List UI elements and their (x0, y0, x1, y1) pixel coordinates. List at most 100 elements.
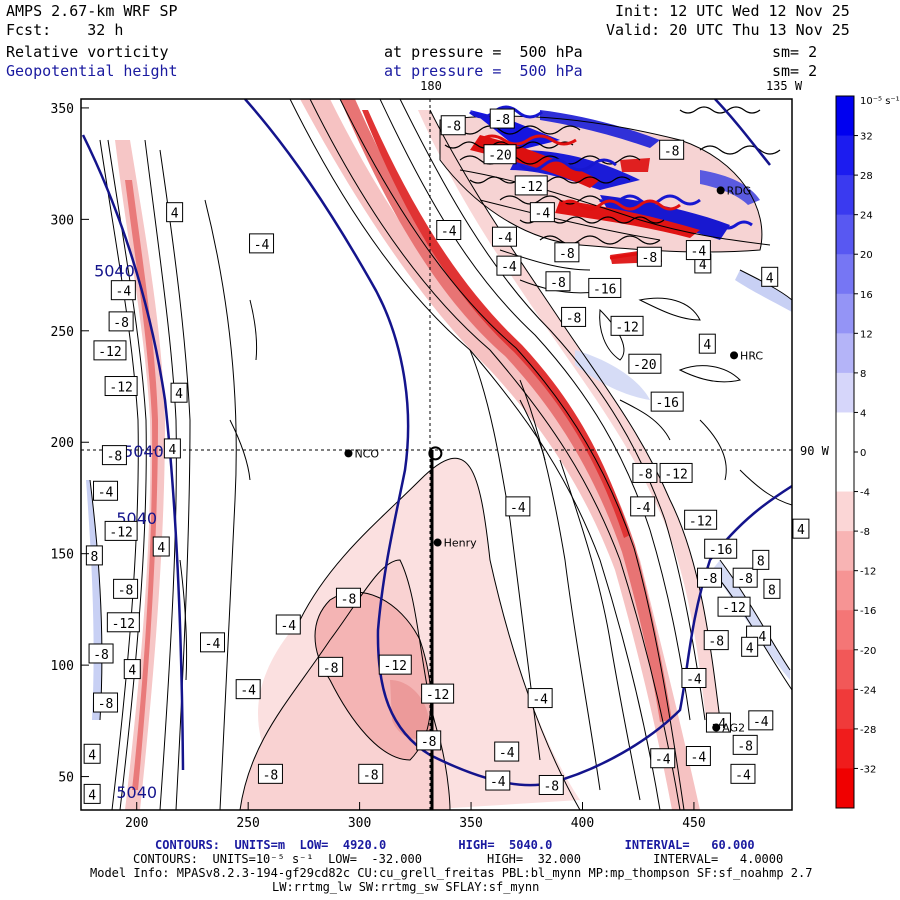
vorticity-label: -8 (335, 587, 361, 608)
vorticity-label-box (650, 748, 676, 769)
vorticity-label: -16 (704, 538, 738, 559)
vorticity-label: -4 (249, 233, 275, 254)
vorticity-label-box (752, 549, 770, 570)
vorticity-label: -8 (545, 271, 571, 292)
vorticity-label-text: 8 (90, 550, 98, 565)
vorticity-label-text: -4 (205, 637, 221, 652)
vorticity-label-box (529, 202, 555, 223)
vorticity-label-box (93, 480, 119, 501)
colorbar-label: -32 (860, 764, 876, 775)
vorticity-label-box (104, 520, 138, 541)
vorticity-label: 4 (170, 382, 188, 403)
colorbar-segment (836, 135, 854, 176)
vorticity-label-text: -4 (280, 619, 296, 634)
footer-physics-info: LW:rrtmg_lw SW:rrtmg_sw SFLAY:sf_mynn (272, 880, 540, 894)
vorticity-label-text: -4 (501, 260, 517, 275)
x-tick-label: 200 (125, 816, 148, 831)
vorticity-label-box (275, 614, 301, 635)
vorticity-label-text: -4 (691, 751, 707, 766)
vorticity-label: -4 (527, 688, 553, 709)
vorticity-label: -8 (538, 774, 564, 795)
vorticity-label: 4 (792, 518, 810, 539)
vorticity-label-text: 4 (797, 523, 805, 538)
vorticity-label-box (494, 741, 520, 762)
vorticity-label-text: -4 (240, 684, 256, 699)
vorticity-label: -8 (440, 115, 466, 136)
vorticity-label: -4 (494, 741, 520, 762)
vorticity-label-box (85, 545, 103, 566)
vorticity-label-text: 4 (746, 641, 754, 656)
colorbar-label: -16 (860, 606, 876, 617)
colorbar-segment (836, 531, 854, 572)
vorticity-label-box (378, 654, 412, 675)
lon-label-90w: 90 W (800, 444, 830, 458)
vorticity-label-box (538, 774, 564, 795)
vorticity-label: -8 (632, 462, 658, 483)
vorticity-label-text: -4 (686, 672, 702, 687)
station-label: HRC (740, 349, 763, 362)
vorticity-label-box (93, 340, 127, 361)
vorticity-label: -8 (561, 306, 587, 327)
colorbar-label: -28 (860, 725, 876, 736)
height-label: 5040 (94, 262, 135, 281)
vorticity-label: -8 (88, 643, 114, 664)
vorticity-label-box (628, 353, 662, 374)
vorticity-label-text: 4 (88, 748, 96, 763)
vorticity-label: 4 (83, 783, 101, 804)
vorticity-label-text: -12 (109, 381, 132, 396)
vorticity-label-box (610, 315, 644, 336)
vorticity-label: -12 (104, 520, 138, 541)
vorticity-label-box (170, 382, 188, 403)
vorticity-label: -8 (489, 108, 515, 129)
colorbar-segment (836, 689, 854, 730)
vorticity-label: -4 (730, 763, 756, 784)
y-tick-label: 250 (51, 325, 74, 340)
vorticity-label-text: -8 (566, 311, 582, 326)
vorticity-label-text: -8 (494, 113, 510, 128)
vorticity-label-text: 4 (128, 664, 136, 679)
vorticity-label-text: -12 (519, 180, 542, 195)
vorticity-label-box (792, 518, 810, 539)
vorticity-label-box (505, 496, 531, 517)
vorticity-label-box (704, 538, 738, 559)
vorticity-label: -8 (732, 734, 758, 755)
vorticity-label-box (685, 240, 711, 261)
vorticity-label-box (440, 115, 466, 136)
vorticity-label-text: -4 (499, 746, 515, 761)
field2-level: at pressure = 500 hPa (384, 62, 583, 80)
vorticity-label-text: -4 (753, 715, 769, 730)
vorticity-label-box (318, 656, 344, 677)
station-marker (716, 186, 725, 195)
footer-vorticity-contours: CONTOURS: UNITS=10⁻⁵ s⁻¹ LOW= -32.000 HI… (133, 852, 784, 866)
vorticity-label-text: -8 (702, 572, 718, 587)
colorbar-segment (836, 491, 854, 532)
colorbar-label: -4 (860, 488, 870, 499)
vorticity-label-box (491, 226, 517, 247)
vorticity-label-box (110, 280, 136, 301)
y-tick-label: 50 (58, 771, 74, 786)
vorticity-label-box (436, 220, 462, 241)
valid-time: Valid: 20 UTC Thu 13 Nov 25 (606, 21, 850, 39)
x-tick-label: 250 (236, 816, 259, 831)
vorticity-label-text: -8 (263, 768, 279, 783)
vorticity-label-text: -16 (655, 396, 678, 411)
vorticity-label: -8 (554, 242, 580, 263)
vorticity-label-box (650, 391, 684, 412)
vorticity-label-box (235, 679, 261, 700)
vorticity-label: -4 (650, 748, 676, 769)
vorticity-label-text: -4 (441, 225, 457, 240)
vorticity-label-box (83, 743, 101, 764)
footer-model-info: Model Info: MPASv8.2.3-194-gf29cd82c CU:… (90, 866, 813, 880)
vorticity-label: -4 (235, 679, 261, 700)
vorticity-label: -4 (685, 746, 711, 767)
vorticity-label-text: 8 (768, 583, 776, 598)
vorticity-label-text: -12 (664, 467, 687, 482)
vorticity-label-text: 4 (157, 541, 165, 556)
vorticity-label: -8 (318, 656, 344, 677)
y-tick-label: 350 (51, 102, 74, 117)
init-time: Init: 12 UTC Wed 12 Nov 25 (615, 2, 850, 20)
vorticity-label-text: 4 (699, 258, 707, 273)
y-tick-label: 200 (51, 436, 74, 451)
vorticity-label: -8 (358, 763, 384, 784)
vorticity-label: 4 (163, 438, 181, 459)
